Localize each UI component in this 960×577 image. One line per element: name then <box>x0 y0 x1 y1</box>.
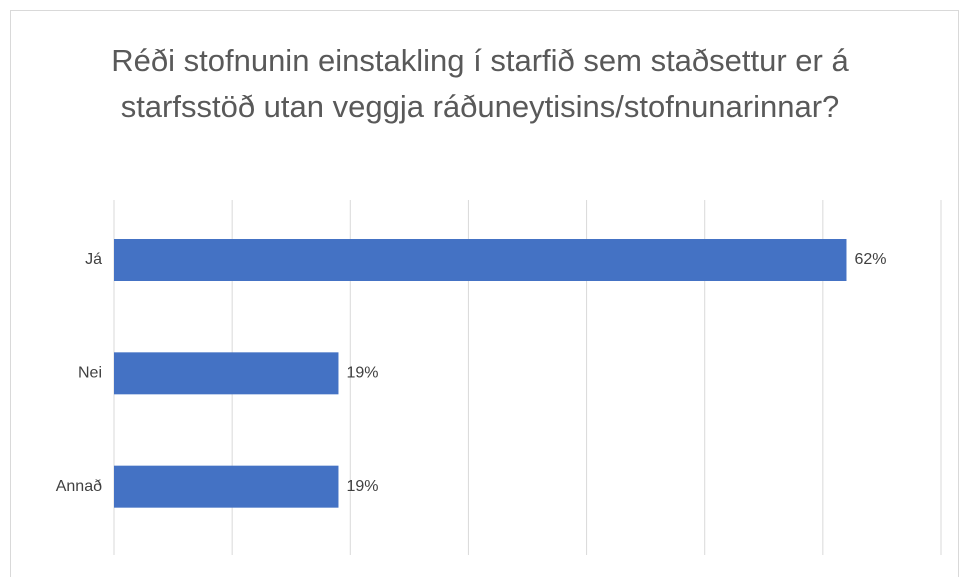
y-tick-label: Já <box>85 251 102 268</box>
data-label: 62% <box>854 251 886 268</box>
bar <box>114 352 339 395</box>
bar <box>114 239 847 281</box>
y-tick-label: Annað <box>56 478 102 495</box>
data-label: 19% <box>346 365 378 382</box>
chart-title: Réði stofnunin einstakling í starfið sem… <box>111 43 849 124</box>
bar <box>114 465 339 508</box>
chart-border <box>10 10 959 577</box>
y-tick-label: Nei <box>78 365 102 382</box>
data-label: 19% <box>346 478 378 495</box>
